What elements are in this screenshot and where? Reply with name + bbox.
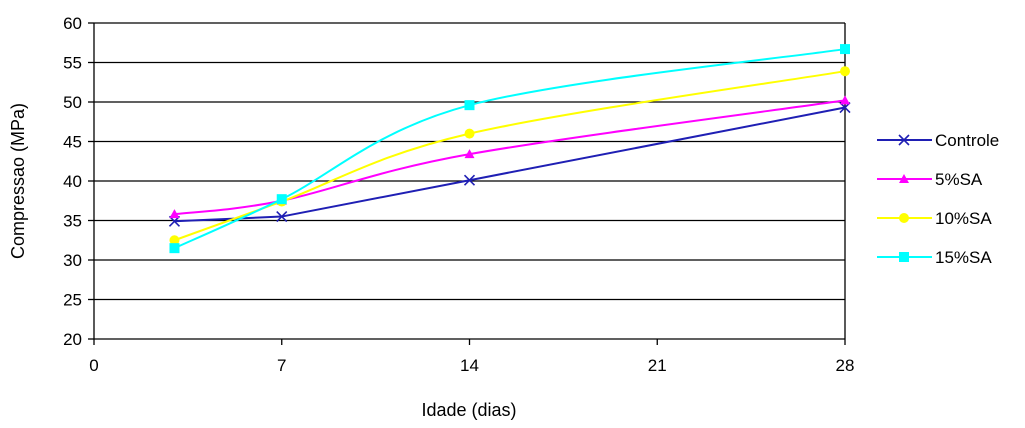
legend-label: Controle — [935, 131, 999, 150]
x-axis-title: Idade (dias) — [421, 400, 516, 420]
y-axis-title: Compressao (MPa) — [8, 103, 28, 259]
legend-marker — [899, 252, 909, 262]
series-10-sa — [169, 66, 850, 246]
x-tick-label: 7 — [277, 356, 286, 375]
y-tick-label: 50 — [63, 93, 82, 112]
data-point-controle — [463, 174, 476, 186]
series-5-sa — [169, 95, 850, 219]
data-point-controle — [276, 210, 288, 223]
y-tick-label: 25 — [63, 291, 82, 310]
data-point-15-sa — [169, 243, 180, 254]
data-point-10-sa — [169, 235, 180, 246]
legend: Controle 5%SA 10%SA 15%SA — [877, 131, 999, 267]
legend-marker — [898, 134, 910, 146]
data-point-5-sa — [464, 149, 475, 159]
y-tick-label: 40 — [63, 172, 82, 191]
series-line-10-sa — [174, 70, 846, 242]
series-controle — [168, 101, 851, 227]
data-point-10-sa — [464, 128, 475, 139]
legend-label: 15%SA — [935, 248, 992, 267]
series-15-sa — [169, 44, 850, 254]
legend-item-10-sa: 10%SA — [877, 209, 992, 228]
legend-label: 5%SA — [935, 170, 983, 189]
series-line-controle — [174, 106, 846, 223]
legend-item-controle: Controle — [877, 131, 999, 150]
data-point-15-sa — [276, 194, 287, 205]
y-tick-label: 45 — [63, 133, 82, 152]
data-point-5-sa — [840, 95, 850, 105]
x-tick-label: 0 — [89, 356, 98, 375]
data-point-15-sa — [464, 100, 475, 111]
series-line-5-sa — [174, 99, 846, 216]
legend-label: 10%SA — [935, 209, 992, 228]
y-tick-label: 55 — [63, 54, 82, 73]
gridlines — [94, 22, 845, 301]
legend-marker — [899, 174, 909, 183]
data-point-5-sa — [169, 209, 180, 219]
legend-item-5-sa: 5%SA — [877, 170, 983, 189]
y-tick-label: 60 — [63, 14, 82, 33]
legend-item-15-sa: 15%SA — [877, 248, 992, 267]
y-tick-label: 30 — [63, 251, 82, 270]
series-line-15-sa — [174, 48, 846, 250]
x-tick-label: 14 — [460, 356, 479, 375]
tick-labels: 20 25 30 35 40 45 50 55 60 0 7 14 21 28 — [63, 14, 854, 375]
y-tick-label: 20 — [63, 330, 82, 349]
x-tick-label: 21 — [648, 356, 667, 375]
series-lines — [168, 44, 851, 254]
data-point-15-sa — [840, 44, 850, 55]
x-tick-label: 28 — [836, 356, 855, 375]
y-tick-label: 35 — [63, 212, 82, 231]
data-point-10-sa — [840, 66, 850, 77]
legend-marker — [899, 213, 909, 223]
